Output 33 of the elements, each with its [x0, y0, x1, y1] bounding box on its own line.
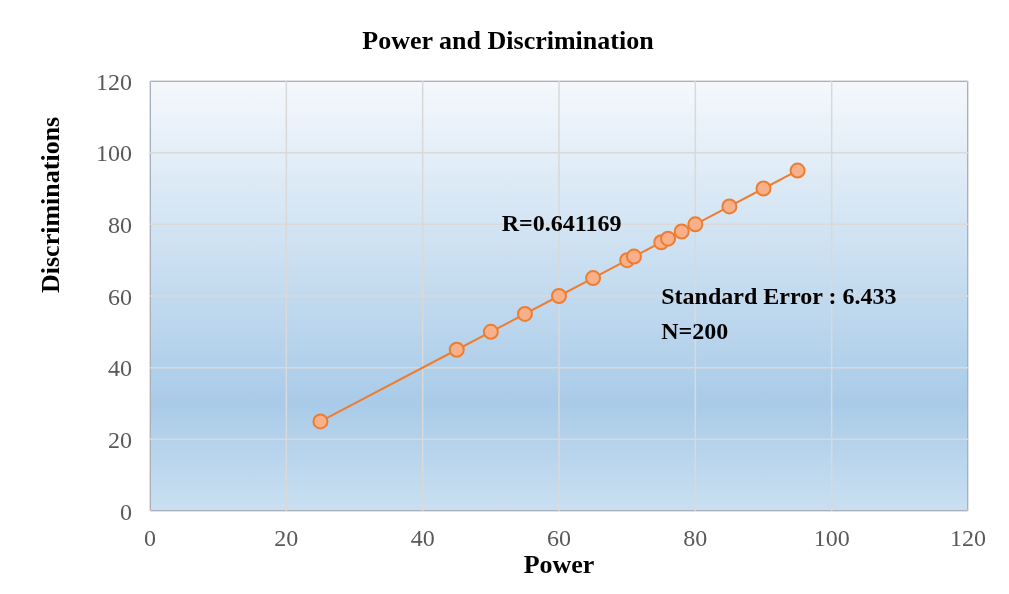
point — [755, 180, 772, 197]
x-tick-label: 80 — [683, 525, 708, 552]
y-tick-label: 120 — [96, 68, 132, 95]
y-tick-label: 100 — [96, 140, 132, 167]
point — [585, 270, 602, 287]
x-tick-label: 120 — [950, 525, 986, 552]
point — [448, 341, 465, 358]
y-tick-label: 40 — [108, 355, 132, 382]
annotation: Standard Error : 6.433 — [661, 283, 897, 311]
point — [516, 305, 533, 322]
point — [312, 413, 329, 430]
x-axis-title: Power — [522, 550, 596, 580]
x-tick-label: 20 — [274, 525, 299, 552]
point — [482, 323, 499, 340]
y-tick-label: 0 — [120, 498, 132, 525]
point — [721, 198, 738, 215]
y-axis-title: Discriminations — [36, 116, 66, 293]
x-tick-label: 40 — [410, 525, 435, 552]
point — [673, 223, 690, 240]
x-tick-label: 60 — [547, 525, 571, 552]
y-tick-label: 80 — [108, 211, 132, 238]
x-tick-label: 0 — [144, 525, 156, 552]
point — [551, 288, 567, 304]
point — [687, 216, 704, 233]
point — [625, 248, 642, 265]
point — [660, 230, 677, 247]
x-tick-label: 100 — [813, 525, 850, 552]
annotation: N=200 — [661, 317, 729, 345]
point — [789, 162, 806, 179]
chart-title: Power and Discrimination — [361, 26, 655, 56]
y-tick-label: 20 — [108, 426, 132, 453]
y-tick-label: 60 — [108, 283, 132, 310]
annotation: R=0.641169 — [501, 210, 622, 237]
